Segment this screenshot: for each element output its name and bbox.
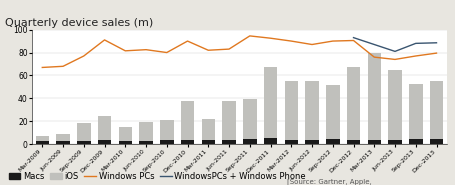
Bar bbox=[325, 139, 339, 144]
Bar bbox=[56, 134, 70, 141]
Bar bbox=[263, 138, 277, 144]
Bar bbox=[180, 101, 194, 140]
Bar bbox=[304, 140, 318, 144]
Bar bbox=[429, 80, 442, 139]
Bar bbox=[160, 140, 173, 144]
Bar bbox=[222, 101, 235, 140]
Bar bbox=[160, 120, 173, 140]
Bar bbox=[201, 119, 215, 140]
Bar bbox=[387, 70, 401, 140]
Legend: Macs, iOS, Windows PCs, WindowsPCs + Windows Phone: Macs, iOS, Windows PCs, WindowsPCs + Win… bbox=[9, 172, 305, 181]
Bar bbox=[139, 141, 152, 144]
Bar bbox=[97, 116, 111, 140]
Bar bbox=[346, 140, 359, 144]
Bar bbox=[97, 140, 111, 144]
Bar bbox=[139, 122, 152, 141]
Bar bbox=[243, 99, 256, 139]
Bar bbox=[35, 141, 49, 144]
Bar bbox=[429, 139, 442, 144]
Bar bbox=[118, 127, 132, 141]
Bar bbox=[367, 53, 380, 140]
Bar bbox=[222, 140, 235, 144]
Bar bbox=[263, 67, 277, 138]
Bar bbox=[284, 81, 298, 140]
Text: [Source: Gartner, Apple,: [Source: Gartner, Apple, bbox=[287, 178, 371, 185]
Bar bbox=[77, 141, 91, 144]
Bar bbox=[201, 140, 215, 144]
Bar bbox=[408, 139, 422, 144]
Bar bbox=[56, 141, 70, 144]
Bar bbox=[284, 140, 298, 144]
Bar bbox=[180, 140, 194, 144]
Bar bbox=[118, 141, 132, 144]
Bar bbox=[77, 123, 91, 141]
Bar bbox=[304, 81, 318, 140]
Bar bbox=[367, 140, 380, 144]
Bar bbox=[325, 85, 339, 139]
Bar bbox=[243, 139, 256, 144]
Bar bbox=[387, 140, 401, 144]
Text: Quarterly device sales (m): Quarterly device sales (m) bbox=[5, 18, 152, 28]
Bar bbox=[408, 84, 422, 139]
Bar bbox=[346, 67, 359, 140]
Bar bbox=[35, 136, 49, 141]
